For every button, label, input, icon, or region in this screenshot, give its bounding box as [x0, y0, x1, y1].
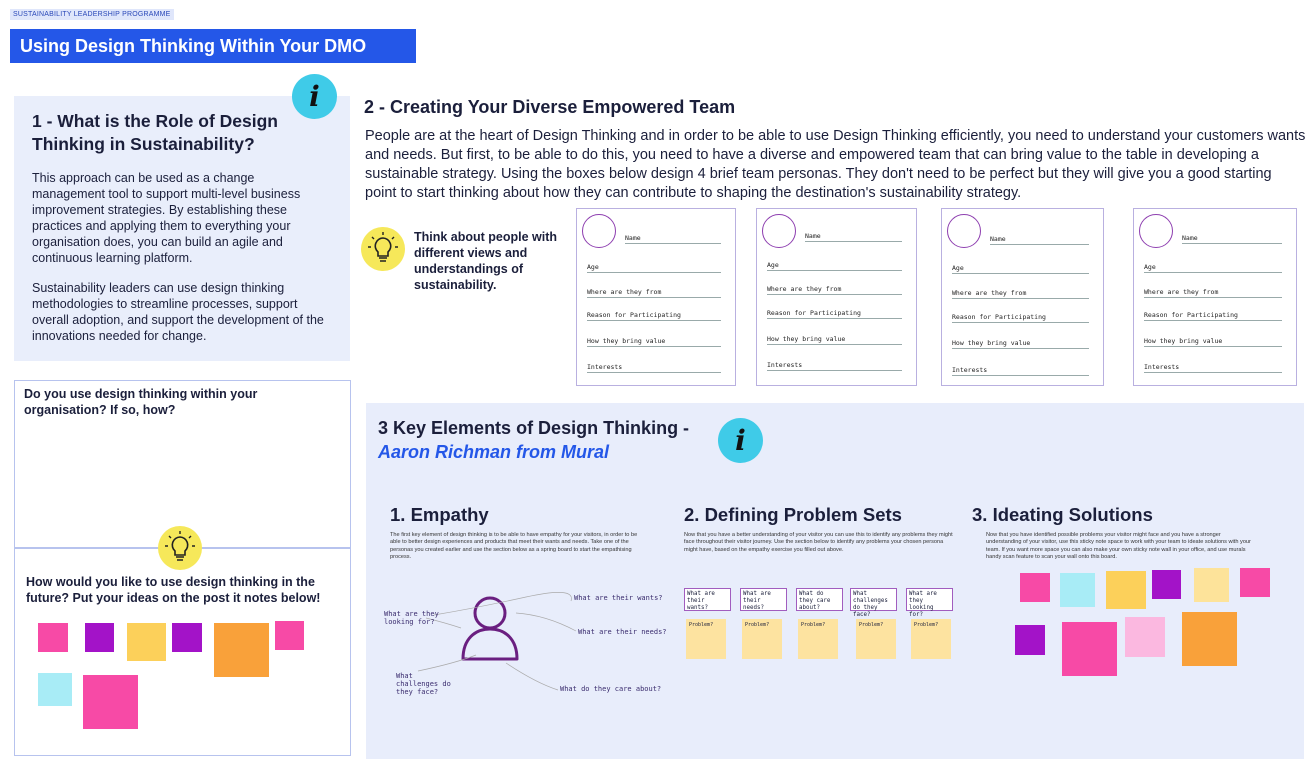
persona-avatar-icon: [1139, 214, 1173, 248]
field-interests[interactable]: Interests: [767, 361, 902, 371]
empathy-connectors: [417, 592, 577, 691]
field-value[interactable]: How they bring value: [952, 339, 1089, 349]
think-prompt: Think about people with different views …: [414, 230, 558, 292]
problem-note[interactable]: Problem?: [798, 619, 838, 659]
lightbulb-icon: [361, 227, 405, 271]
field-age[interactable]: Age: [952, 264, 1089, 274]
field-name[interactable]: Name: [625, 234, 721, 244]
field-name[interactable]: Name: [990, 235, 1089, 245]
problem-header: What do they care about?: [796, 588, 843, 611]
empathy-label-challenges: What challenges do they face?: [396, 672, 451, 696]
problem-header: What are their wants?: [684, 588, 731, 611]
person-outline-icon: [461, 596, 519, 661]
question2-box[interactable]: How would you like to use design thinkin…: [14, 548, 351, 756]
sticky-note[interactable]: [1062, 622, 1117, 676]
problem-note[interactable]: Problem?: [856, 619, 896, 659]
page-title: Using Design Thinking Within Your DMO: [10, 29, 416, 63]
question1-text: Do you use design thinking within your o…: [24, 387, 258, 417]
problem-header: What challenges do they face?: [850, 588, 897, 618]
field-age[interactable]: Age: [587, 263, 721, 273]
field-value[interactable]: How they bring value: [767, 335, 902, 345]
empathy-label-cares: What do they care about?: [560, 685, 662, 693]
programme-tag: SUSTAINABILITY LEADERSHIP PROGRAMME: [10, 9, 174, 20]
field-interests[interactable]: Interests: [587, 363, 721, 373]
section1-panel: 1 - What is the Role of Design Thinking …: [14, 96, 350, 361]
empathy-text: The first key element of design thinking…: [390, 532, 638, 561]
problem-note[interactable]: Problem?: [742, 619, 782, 659]
field-where[interactable]: Where are they from: [1144, 288, 1282, 298]
section2-body: People are at the heart of Design Thinki…: [365, 128, 1306, 201]
sticky-note[interactable]: [1182, 612, 1237, 666]
section3-panel: 3 Key Elements of Design Thinking - Aaro…: [366, 403, 1304, 759]
persona-avatar-icon: [947, 214, 981, 248]
persona-avatar-icon: [762, 214, 796, 248]
field-age[interactable]: Age: [1144, 263, 1282, 273]
info-icon[interactable]: i: [292, 74, 337, 119]
field-where[interactable]: Where are they from: [767, 285, 902, 295]
sticky-note[interactable]: [1015, 625, 1045, 655]
persona-card[interactable]: Name Age Where are they from Reason for …: [941, 208, 1104, 386]
field-where[interactable]: Where are they from: [587, 288, 721, 298]
field-name[interactable]: Name: [1182, 234, 1282, 244]
empathy-label-needs: What are their needs?: [578, 628, 667, 636]
field-interests[interactable]: Interests: [1144, 363, 1282, 373]
persona-card[interactable]: Name Age Where are they from Reason for …: [756, 208, 917, 386]
empathy-label-looking: What are they looking for?: [384, 610, 439, 626]
section1-title: 1 - What is the Role of Design Thinking …: [32, 111, 278, 154]
persona-avatar-icon: [582, 214, 616, 248]
problems-title: 2. Defining Problem Sets: [684, 504, 902, 525]
problem-note[interactable]: Problem?: [911, 619, 951, 659]
field-reason[interactable]: Reason for Participating: [952, 313, 1089, 323]
section3-subtitle[interactable]: Aaron Richman from Mural: [378, 442, 610, 462]
field-interests[interactable]: Interests: [952, 366, 1089, 376]
sticky-note[interactable]: [275, 621, 304, 650]
problem-note[interactable]: Problem?: [686, 619, 726, 659]
ideating-title: 3. Ideating Solutions: [972, 504, 1153, 525]
question2-text: How would you like to use design thinkin…: [26, 575, 321, 605]
field-value[interactable]: How they bring value: [587, 337, 721, 347]
sticky-note[interactable]: [1106, 571, 1146, 609]
empathy-label-wants: What are their wants?: [574, 594, 663, 602]
sticky-note[interactable]: [214, 623, 269, 677]
persona-card[interactable]: Name Age Where are they from Reason for …: [1133, 208, 1297, 386]
sticky-note[interactable]: [1152, 570, 1181, 599]
ideating-text: Now that you have identified possible pr…: [986, 532, 1251, 561]
sticky-note[interactable]: [1125, 617, 1165, 657]
sticky-note[interactable]: [1060, 573, 1095, 607]
section1-para2: Sustainability leaders can use design th…: [32, 281, 324, 343]
sticky-note[interactable]: [1194, 568, 1229, 602]
section3-title: 3 Key Elements of Design Thinking -: [378, 418, 690, 438]
field-where[interactable]: Where are they from: [952, 289, 1089, 299]
lightbulb-icon: [158, 526, 202, 570]
sticky-note[interactable]: [83, 675, 138, 729]
sticky-note[interactable]: [85, 623, 114, 652]
sticky-note[interactable]: [38, 623, 68, 652]
section1-para1: This approach can be used as a change ma…: [32, 171, 301, 265]
sticky-note[interactable]: [172, 623, 202, 652]
sticky-note[interactable]: [1240, 568, 1270, 597]
sticky-note[interactable]: [127, 623, 166, 661]
question1-box[interactable]: Do you use design thinking within your o…: [14, 380, 351, 548]
info-icon[interactable]: i: [718, 418, 763, 463]
field-age[interactable]: Age: [767, 261, 902, 271]
persona-card[interactable]: Name Age Where are they from Reason for …: [576, 208, 736, 386]
empathy-title: 1. Empathy: [390, 504, 489, 525]
field-name[interactable]: Name: [805, 232, 902, 242]
field-reason[interactable]: Reason for Participating: [1144, 311, 1282, 321]
sticky-note[interactable]: [1020, 573, 1050, 602]
problem-header: What are they looking for?: [906, 588, 953, 618]
problem-header: What are their needs?: [740, 588, 787, 611]
field-value[interactable]: How they bring value: [1144, 337, 1282, 347]
field-reason[interactable]: Reason for Participating: [767, 309, 902, 319]
sticky-note[interactable]: [38, 673, 72, 706]
section2-title: 2 - Creating Your Diverse Empowered Team: [364, 97, 736, 117]
problems-text: Now that you have a better understanding…: [684, 532, 953, 553]
field-reason[interactable]: Reason for Participating: [587, 311, 721, 321]
